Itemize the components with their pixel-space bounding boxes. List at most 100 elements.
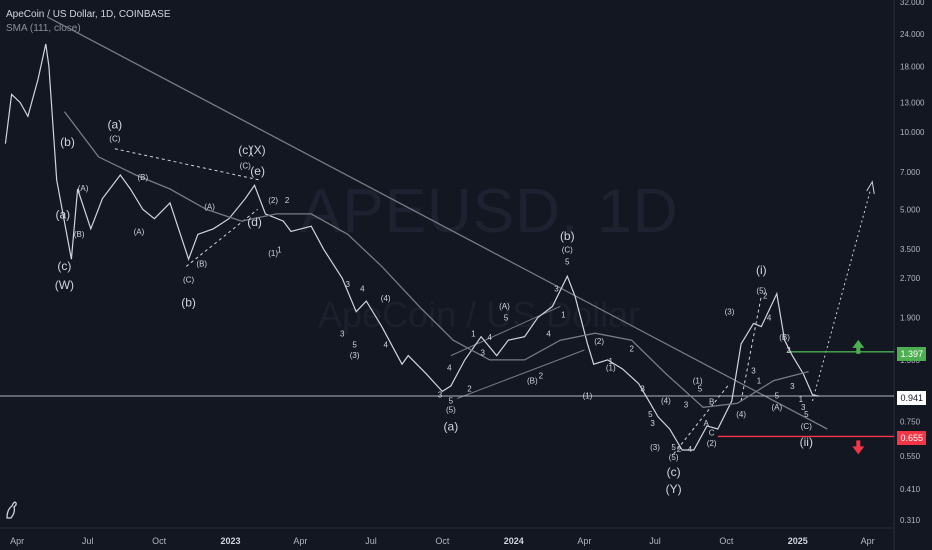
wave-label: (3) (350, 351, 360, 360)
wave-label: (W) (55, 278, 74, 292)
wave-label: (3) (725, 308, 735, 317)
projection-path (812, 188, 872, 402)
watermark-name: ApeCoin / US Dollar (318, 294, 641, 335)
y-tick-label: 13.000 (900, 99, 925, 108)
wave-label: 3 (340, 330, 345, 339)
wave-label: (a) (56, 208, 71, 222)
y-tick-label: 24.000 (900, 30, 925, 39)
wave-label: (5) (669, 453, 679, 462)
wave-label: (5) (446, 406, 456, 415)
x-tick-label: 2023 (220, 536, 240, 546)
y-tick-label: 7.000 (900, 168, 921, 177)
y-tick-label: 1.900 (900, 313, 921, 322)
legend-title: ApeCoin / US Dollar, 1D, COINBASE (6, 9, 171, 20)
wave-label: (1) (693, 377, 703, 386)
y-tick-label: 0.410 (900, 485, 921, 494)
x-tick-label: 2025 (788, 536, 808, 546)
wave-label: (Y) (666, 482, 682, 496)
wave-label: (B) (779, 333, 790, 342)
wave-label: (B) (137, 173, 148, 182)
wave-label: 2 (285, 196, 290, 205)
wave-label: 1 (609, 357, 614, 366)
y-tick-label: 10.000 (900, 128, 925, 137)
wave-label: (B) (196, 259, 207, 268)
wave-label: (2) (594, 337, 604, 346)
wave-label: 3 (554, 284, 559, 293)
up-arrow-icon (852, 339, 865, 354)
x-tick-label: Jul (82, 536, 94, 546)
descending-trendline (47, 16, 828, 430)
wave-label: (1) (606, 364, 616, 373)
y-tick-label: 18.000 (900, 62, 925, 71)
wave-label: 2 (786, 346, 791, 355)
wave-label: 4 (688, 445, 693, 454)
x-tick-label: Apr (577, 536, 591, 546)
wave-label: 1 (561, 310, 566, 319)
wave-label: (X) (250, 143, 266, 157)
x-tick-label: Jul (365, 536, 377, 546)
dashed-abc-line (114, 148, 261, 181)
wave-label: 2 (677, 445, 682, 454)
wave-label: (B) (527, 377, 538, 386)
wave-label: (4) (661, 396, 671, 405)
wave-label: (c) (57, 259, 71, 273)
wave-label: (C) (562, 245, 573, 254)
wave-label: (e) (250, 164, 265, 178)
current-price-tag: 0.941 (897, 391, 926, 405)
target-price-tag: 1.397 (897, 347, 926, 361)
y-tick-label: 0.550 (900, 452, 921, 461)
y-tick-label: 5.000 (900, 205, 921, 214)
wave-label: 5 (775, 391, 780, 400)
x-tick-label: 2024 (504, 536, 524, 546)
wave-label: (b) (181, 295, 196, 309)
wave-label: (a) (444, 420, 459, 434)
wave-label: (ii) (800, 435, 813, 449)
wave-label: 3 (480, 349, 485, 358)
wave-label: 3 (751, 367, 756, 376)
tradingview-logo-icon (6, 501, 17, 519)
wave-label: (b) (560, 229, 575, 243)
x-tick-label: Oct (719, 536, 734, 546)
price-series-line (4, 43, 819, 451)
wave-label: (4) (381, 294, 391, 303)
wave-label: 3 (650, 419, 655, 428)
wave-label: 1 (471, 330, 476, 339)
projection-arrow (866, 180, 875, 195)
wave-label: (1) (583, 391, 593, 400)
wave-label: (c) (667, 465, 681, 479)
dashed-y-line (673, 383, 730, 455)
wave-label: (3) (650, 443, 660, 452)
wave-label: (2) (707, 439, 717, 448)
wave-label: 5 (671, 443, 676, 452)
wave-label: 5 (504, 313, 509, 322)
wave-label: C (709, 429, 715, 438)
wave-label: 4 (767, 313, 772, 322)
y-tick-label: 32.000 (900, 0, 925, 7)
wave-label: 5 (565, 258, 570, 267)
x-tick-label: Oct (152, 536, 167, 546)
stop-price-tag: 0.655 (897, 431, 926, 445)
wave-label: 3 (684, 400, 689, 409)
sma-series-line (63, 111, 809, 408)
wave-label: (C) (801, 422, 812, 431)
wave-label: (A) (499, 302, 510, 311)
wave-label: 1 (277, 245, 282, 254)
wave-label: 4 (360, 284, 365, 293)
legend-indicator: SMA (111, close) (6, 23, 81, 34)
wave-label: (4) (736, 410, 746, 419)
wave-label: 3 (345, 280, 350, 289)
wave-label: (C) (109, 134, 120, 143)
wave-label: 5 (698, 384, 703, 393)
y-tick-label: 0.750 (900, 417, 921, 426)
down-arrow-icon (852, 440, 865, 455)
wave-label: (c) (238, 143, 252, 157)
wave-label: (C) (183, 275, 194, 284)
wave-label: 2 (467, 384, 472, 393)
wave-label: (A) (134, 227, 145, 236)
wave-label: (i) (756, 263, 767, 277)
wave-label: (C) (240, 162, 251, 171)
wave-label: (A) (204, 202, 215, 211)
x-tick-label: Jul (649, 536, 661, 546)
x-tick-label: Apr (293, 536, 307, 546)
